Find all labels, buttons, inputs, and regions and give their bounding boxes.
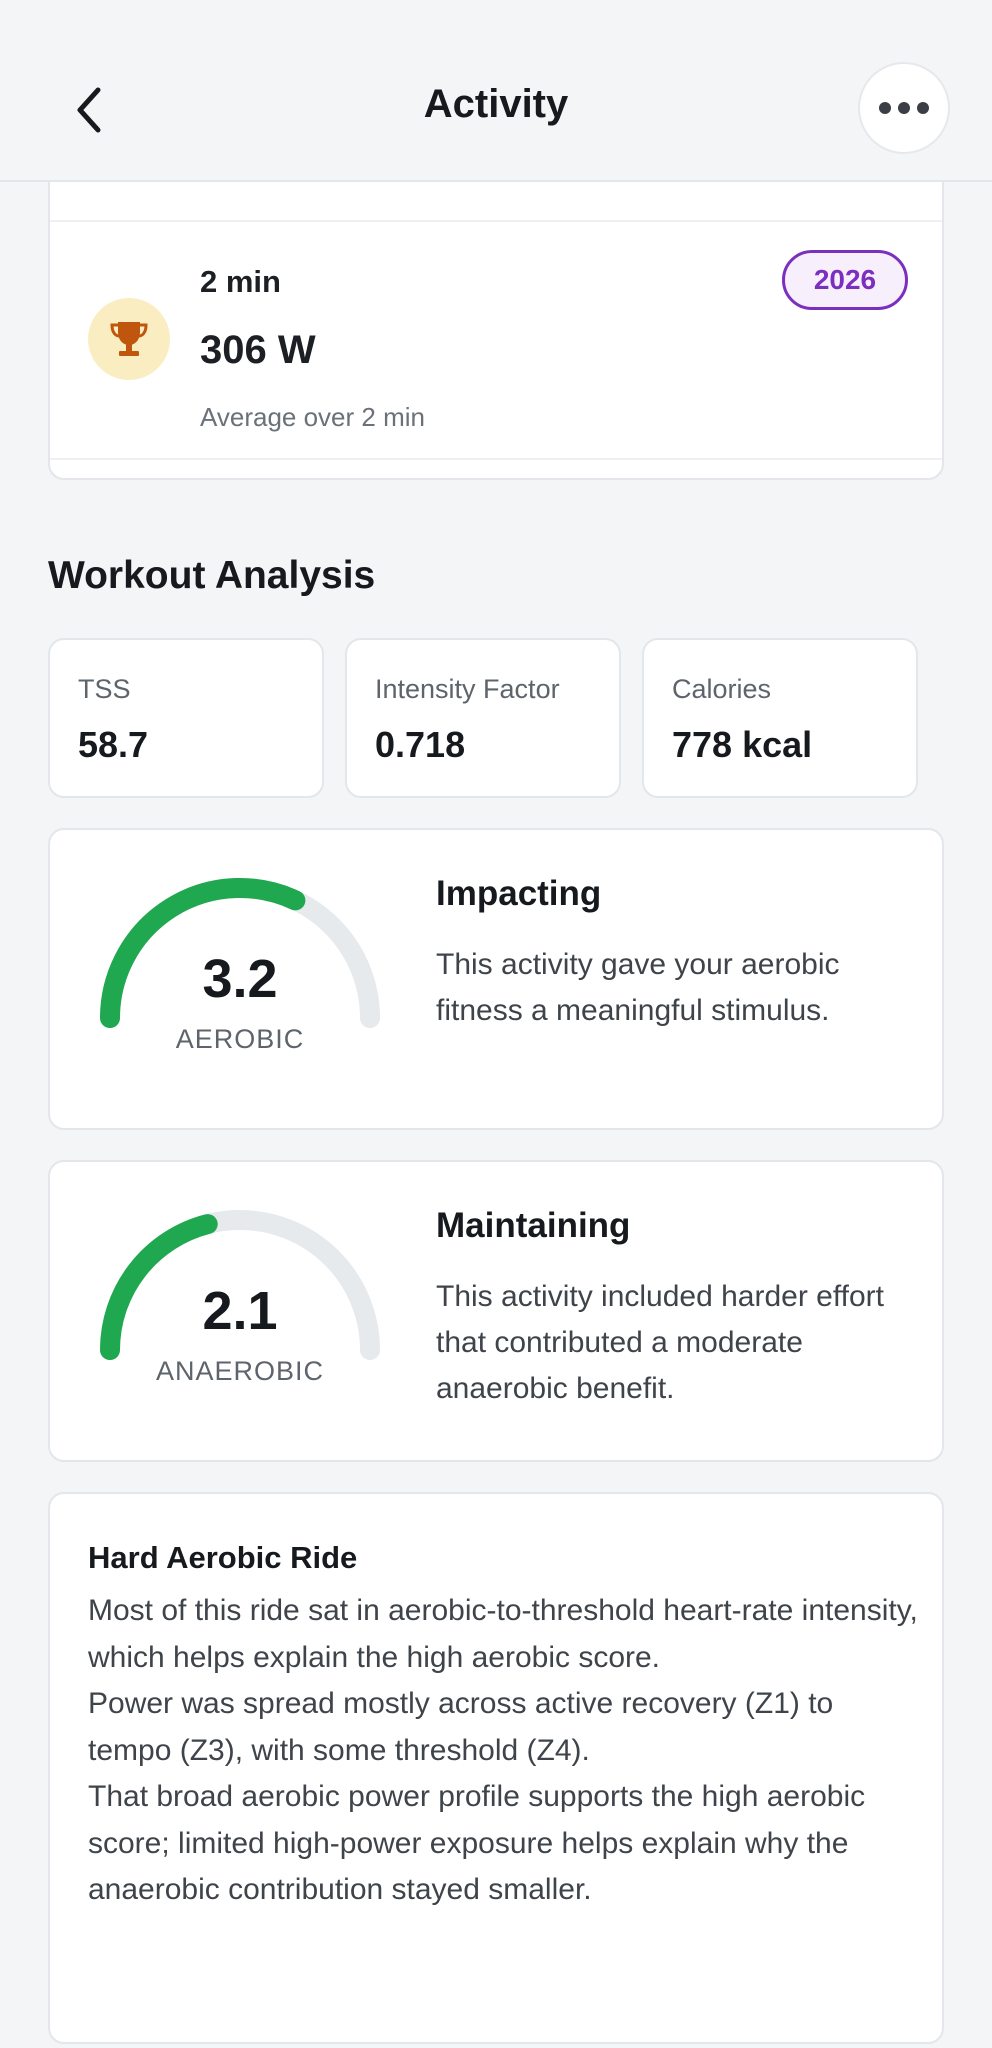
year-badge: 2026 [782, 250, 908, 310]
metric-label: Calories [672, 674, 772, 704]
aerobic-effect-card[interactable]: 3.2 AEROBIC Impacting This activity gave… [48, 828, 944, 1130]
metric-value: 778 kcal [672, 724, 813, 765]
summary-paragraph: That broad aerobic power profile support… [88, 1780, 866, 1906]
page-title: Activity [423, 82, 569, 126]
summary-paragraph: Power was spread mostly across active re… [88, 1687, 834, 1767]
top-bar: Activity [0, 0, 992, 182]
anaerobic-score: 2.1 [202, 1281, 278, 1341]
metric-card-tss: TSS 58.7 [48, 638, 324, 798]
aerobic-label: AEROBIC [175, 1024, 305, 1054]
metric-card-calories: Calories 778 kcal [642, 638, 918, 798]
divider [50, 220, 942, 222]
section-title-workout-analysis: Workout Analysis [48, 554, 376, 597]
more-options-button[interactable] [858, 62, 950, 154]
gauge-fill [100, 878, 306, 1028]
metric-label: Intensity Factor [375, 674, 560, 704]
back-button[interactable] [60, 80, 120, 140]
metric-card-intensity-factor: Intensity Factor 0.718 [345, 638, 621, 798]
summary-body: Most of this ride sat in aerobic-to-thre… [88, 1588, 918, 1914]
aerobic-gauge [100, 878, 380, 1028]
trophy-icon [110, 322, 148, 356]
power-record-card[interactable]: 2 min 306 W Average over 2 min 2026 [48, 160, 944, 480]
anaerobic-gauge [100, 1210, 380, 1360]
more-icon-dot [898, 102, 910, 114]
aerobic-description: This activity gave your aerobic fitness … [436, 948, 840, 1027]
record-description: Average over 2 min [200, 402, 425, 432]
anaerobic-label: ANAEROBIC [155, 1356, 325, 1386]
anaerobic-effect-card[interactable]: 2.1 ANAEROBIC Maintaining This activity … [48, 1160, 944, 1462]
workout-summary-card: Hard Aerobic Ride Most of this ride sat … [48, 1492, 944, 2044]
anaerobic-description: This activity included harder effort tha… [436, 1280, 884, 1405]
more-icon [879, 102, 891, 114]
record-value: 306 W [200, 328, 316, 372]
metric-value: 58.7 [78, 724, 149, 765]
more-icon-dot [917, 102, 929, 114]
record-duration: 2 min [200, 264, 281, 299]
summary-title: Hard Aerobic Ride [88, 1540, 358, 1575]
aerobic-status-title: Impacting [436, 874, 602, 913]
gauge-fill [100, 1214, 218, 1360]
chevron-left-icon [77, 87, 101, 133]
metric-value: 0.718 [375, 724, 466, 765]
trophy-badge [88, 298, 170, 380]
divider [50, 458, 942, 460]
summary-paragraph: Most of this ride sat in aerobic-to-thre… [88, 1594, 918, 1674]
metric-label: TSS [78, 674, 131, 704]
aerobic-score: 3.2 [202, 949, 278, 1009]
anaerobic-status-title: Maintaining [436, 1206, 631, 1245]
